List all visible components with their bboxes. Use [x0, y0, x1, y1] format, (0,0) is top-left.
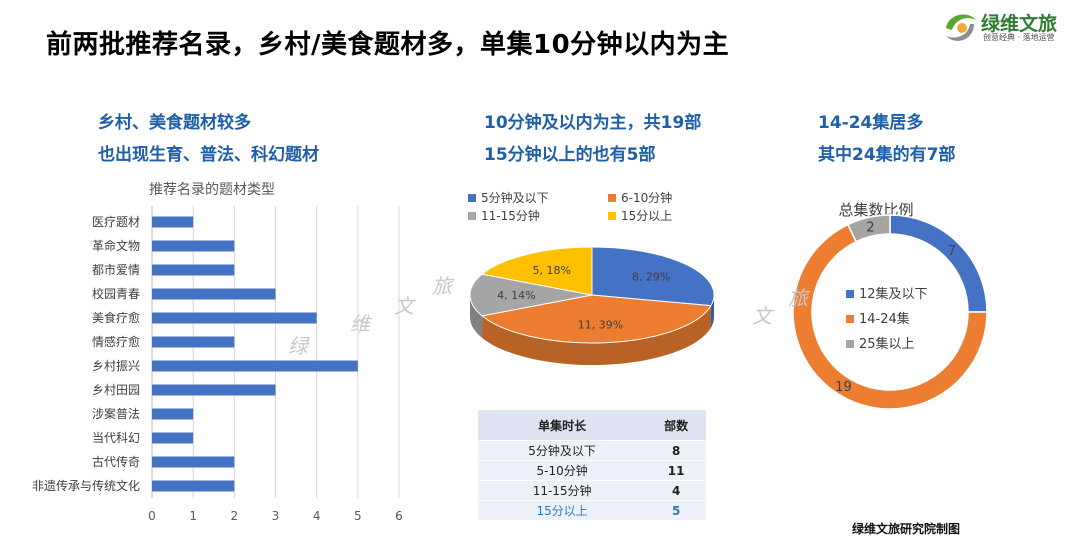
table-cell-count: 5 [646, 500, 706, 521]
y-tick-label: 乡村振兴 [92, 359, 140, 373]
legend-swatch [846, 315, 854, 323]
donut-data-label: 19 [835, 380, 852, 395]
middle-caption-2: 15分钟以上的也有5部 [484, 145, 656, 165]
legend-label: 15分以上 [621, 209, 672, 223]
bar [152, 456, 235, 468]
pie-slice [591, 246, 715, 307]
table-cell-count: 11 [646, 460, 706, 481]
table-row: 15分以上 5 [478, 500, 706, 521]
y-tick-label: 都市爱情 [92, 262, 140, 277]
table-cell-count: 4 [646, 480, 706, 501]
left-caption-2: 也出现生育、普法、科幻题材 [98, 145, 319, 165]
pie-slice [480, 294, 712, 344]
middle-caption-1: 10分钟及以内为主，共19部 [484, 113, 702, 133]
x-tick-label: 1 [189, 509, 197, 523]
watermark-char: 旅 [788, 286, 808, 310]
legend-label: 12集及以下 [859, 286, 928, 302]
logo-slogan: 创意经典 · 落地运营 [983, 33, 1055, 42]
left-caption-1: 乡村、美食题材较多 [98, 113, 251, 133]
bar [152, 240, 235, 252]
duration-pie-chart: 5分钟及以下 6-10分钟 11-15分钟 15分以上 8, 29% 11, 39% 4, … [468, 190, 715, 365]
legend-swatch [468, 194, 476, 202]
legend-label: 11-15分钟 [481, 208, 540, 223]
y-tick-label: 美食疗愈 [92, 310, 140, 325]
x-tick-label: 5 [354, 509, 362, 523]
donut-data-label: 2 [866, 221, 874, 236]
table-header-row: 单集时长 部数 [478, 410, 706, 441]
pie-slice [469, 273, 593, 317]
x-tick-label: 3 [272, 509, 280, 523]
legend-label: 6-10分钟 [621, 190, 672, 205]
bar [152, 312, 317, 324]
logo-mark [946, 14, 976, 41]
pie-data-label: 11, 39% [578, 319, 623, 332]
logo-name: 绿维文旅 [981, 13, 1058, 35]
bar [152, 264, 235, 276]
legend-swatch [468, 212, 476, 220]
table-cell-count: 8 [646, 440, 706, 461]
y-tick-label: 乡村田园 [92, 383, 140, 397]
legend-swatch [608, 194, 616, 202]
right-caption-2: 其中24集的有7部 [818, 145, 956, 165]
table-header-count: 部数 [646, 410, 706, 441]
bar [152, 408, 194, 420]
table-row: 5-10分钟 11 [478, 460, 706, 481]
y-tick-label: 情感疗愈 [92, 334, 140, 349]
pie-data-label: 4, 14% [497, 289, 535, 302]
donut-data-label: 7 [948, 244, 956, 259]
legend-label: 5分钟及以下 [481, 190, 549, 205]
bar [152, 432, 194, 444]
legend-label: 25集以上 [859, 336, 915, 352]
table-row: 5分钟及以下 8 [478, 440, 706, 461]
duration-table: 单集时长 部数 5分钟及以下 8 5-10分钟 11 11-15分钟 4 15分… [478, 410, 706, 521]
legend-label: 14-24集 [859, 311, 910, 327]
bar [152, 216, 194, 228]
x-tick-label: 4 [313, 509, 321, 523]
pie-data-label: 8, 29% [632, 270, 670, 283]
pie-slice-side [710, 295, 714, 328]
y-tick-label: 校园青春 [92, 286, 140, 301]
watermark-char: 旅 [432, 274, 452, 298]
chart-title: 推荐名录的题材类型 [149, 182, 275, 198]
table-row: 11-15分钟 4 [478, 480, 706, 501]
pie-slice [480, 246, 593, 296]
y-tick-label: 涉案普法 [92, 406, 140, 421]
footer-credit: 绿维文旅研究院制图 [852, 522, 961, 536]
topic-bar-chart: 推荐名录的题材类型 0 1 2 3 4 5 6 医疗题材革命文物都市爱情校园青春美食疗愈情感疗愈… [32, 182, 403, 523]
watermark-char: 文 [752, 304, 772, 328]
watermark-char: 维 [350, 312, 370, 336]
bar [152, 288, 276, 300]
table-cell-duration: 15分以上 [478, 500, 647, 521]
watermark-char: 文 [394, 294, 414, 318]
bar [152, 360, 358, 372]
y-tick-label: 古代传奇 [92, 454, 140, 469]
y-tick-label: 医疗题材 [92, 215, 140, 229]
pie-data-label: 5, 18% [533, 264, 571, 277]
x-tick-label: 2 [231, 509, 239, 523]
right-caption-1: 14-24集居多 [818, 113, 924, 133]
table-header-duration: 单集时长 [478, 410, 647, 441]
legend-swatch [608, 212, 616, 220]
pie-slice-side [482, 305, 711, 365]
y-tick-label: 非遗传承与传统文化 [32, 478, 140, 493]
donut-segment [846, 214, 891, 243]
x-tick-label: 0 [148, 509, 156, 523]
donut-segment [792, 223, 988, 410]
y-tick-label: 革命文物 [92, 238, 140, 253]
legend-swatch [846, 290, 854, 298]
y-tick-label: 当代科幻 [92, 431, 140, 445]
bar [152, 336, 235, 348]
page-title: 前两批推荐名录，乡村/美食题材多，单集10分钟以内为主 [46, 30, 730, 60]
bar [152, 384, 276, 396]
table-cell-duration: 5-10分钟 [478, 460, 647, 481]
table-cell-duration: 11-15分钟 [478, 480, 647, 501]
table-cell-duration: 5分钟及以下 [478, 440, 647, 461]
x-tick-label: 6 [395, 509, 403, 523]
bar [152, 480, 235, 492]
legend-swatch [846, 340, 854, 348]
watermark-char: 绿 [288, 334, 308, 358]
